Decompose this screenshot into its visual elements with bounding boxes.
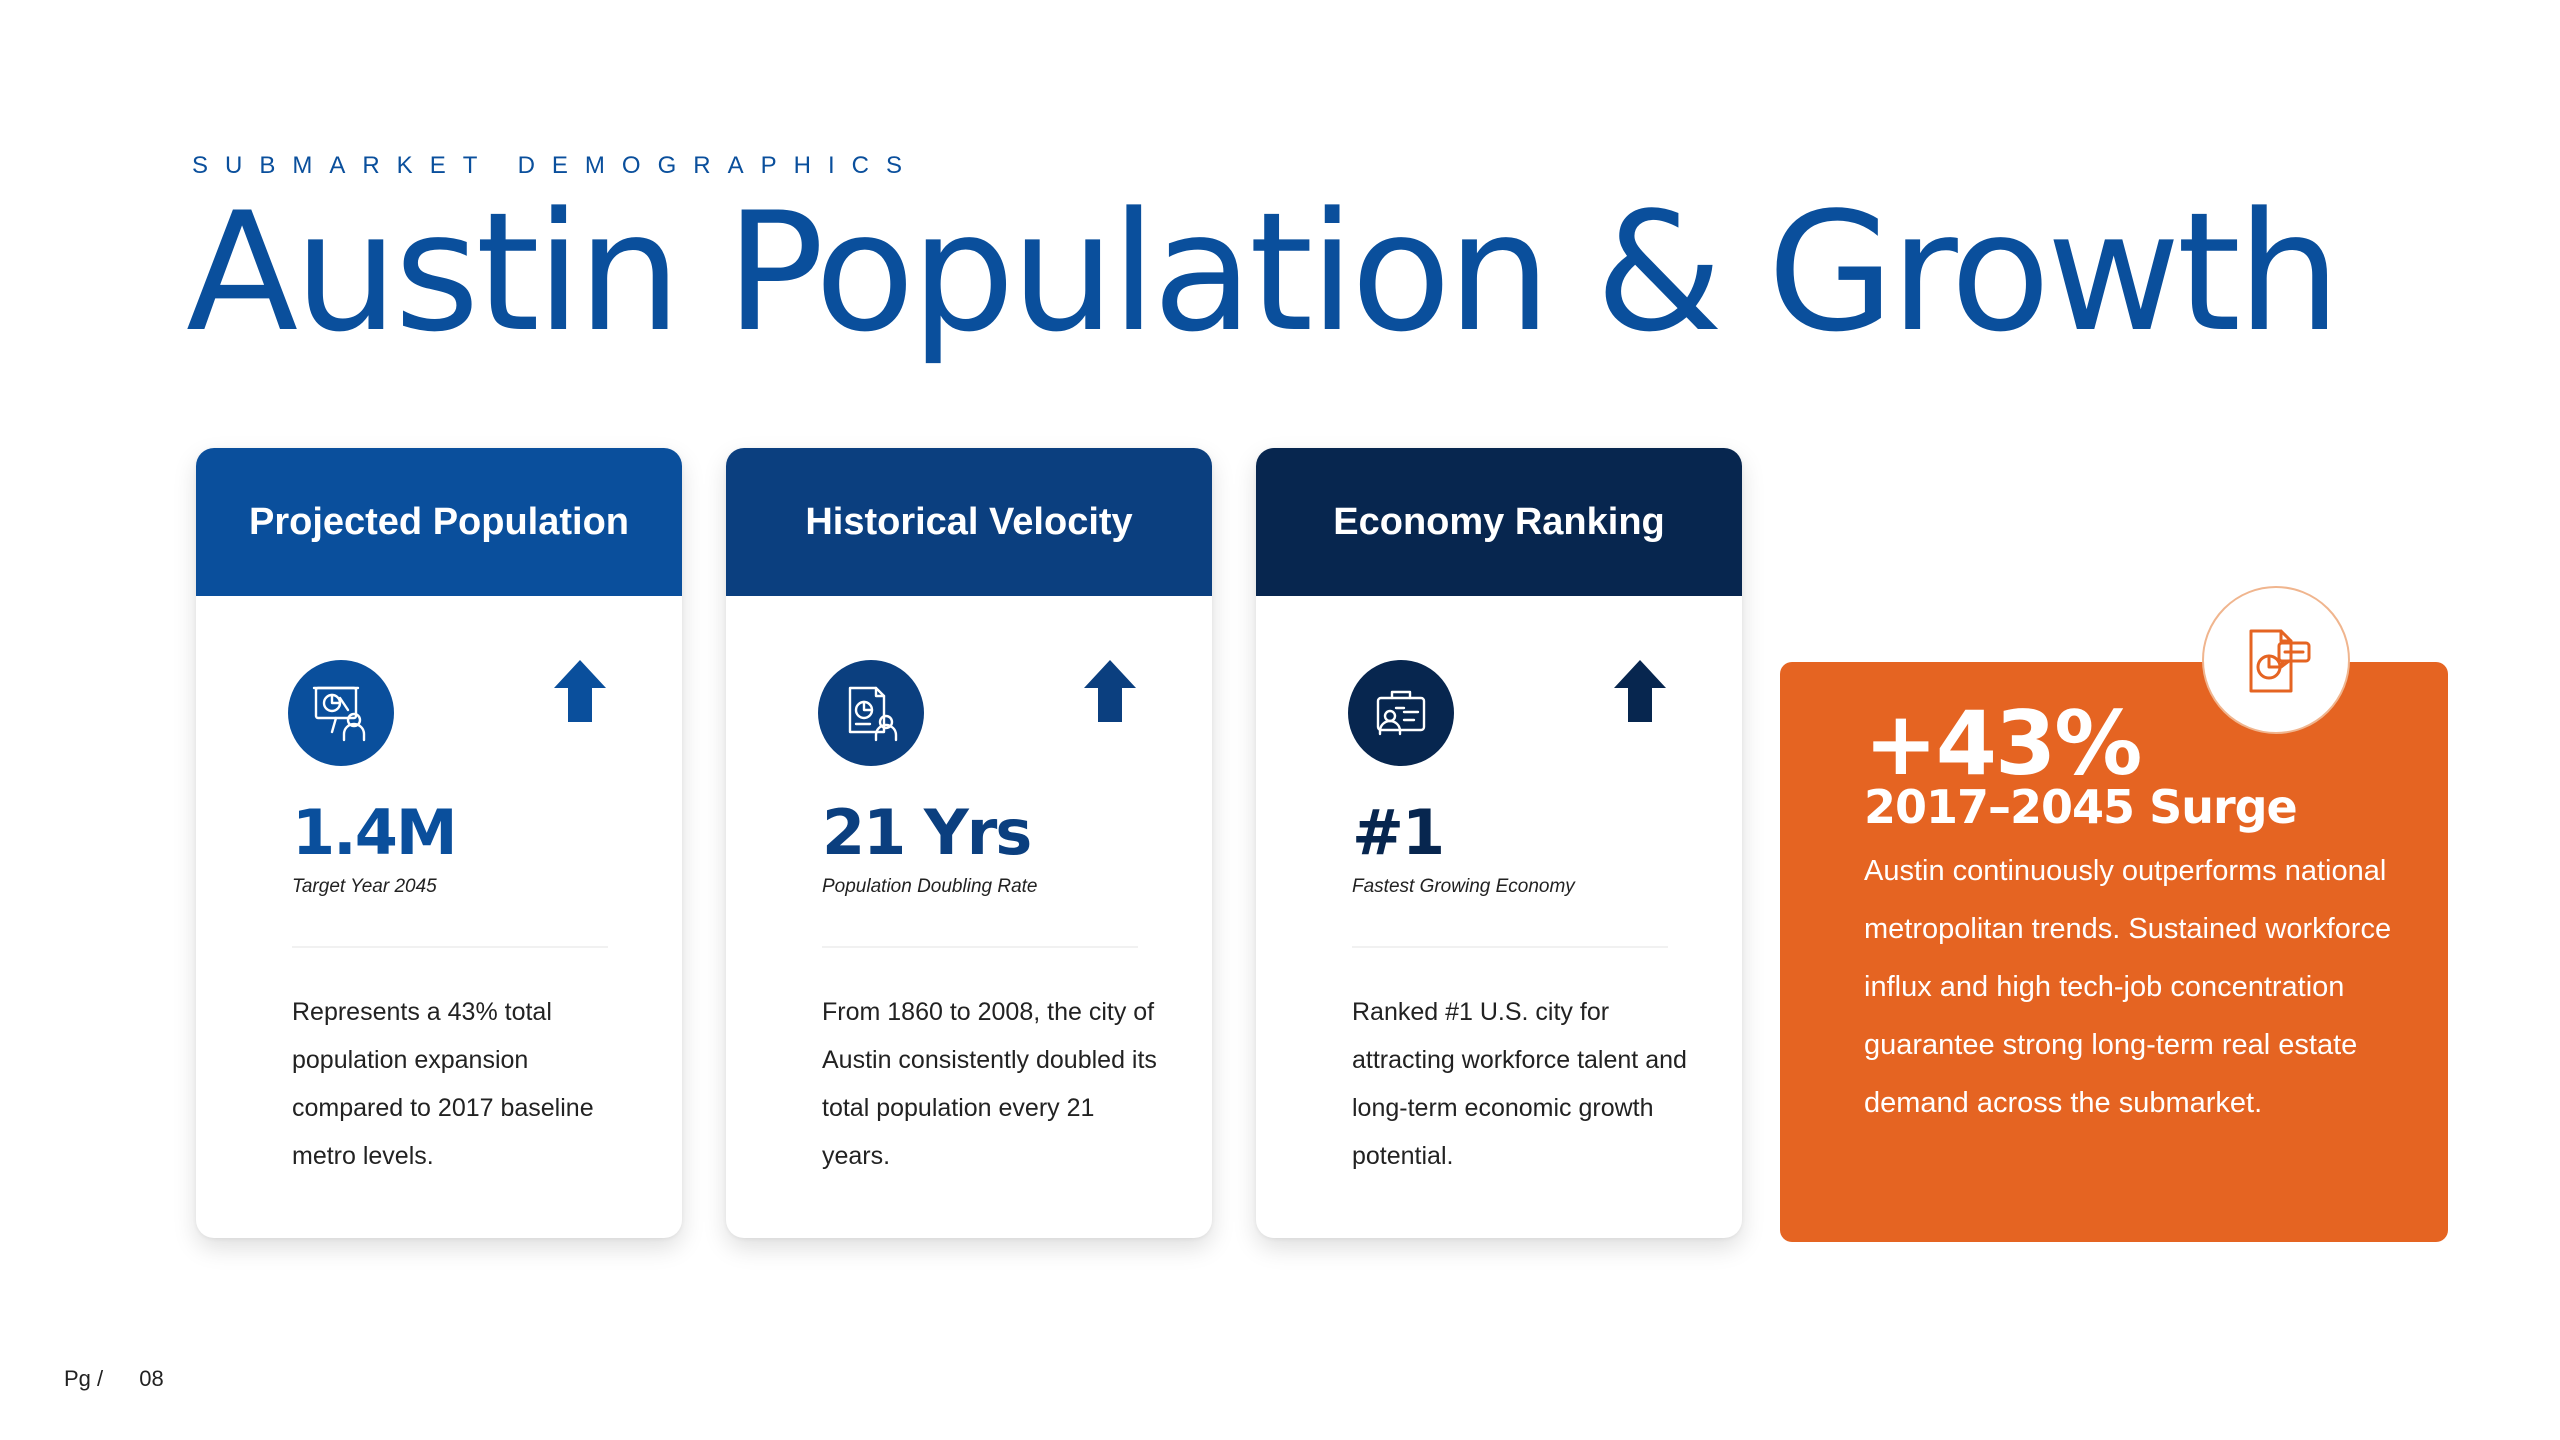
page-number: 08 xyxy=(139,1366,164,1391)
page-footer: Pg / 08 xyxy=(64,1366,164,1392)
card-description: From 1860 to 2008, the city of Austin co… xyxy=(822,998,1157,1170)
stat-value: 1.4M xyxy=(292,796,458,869)
card-historical-velocity: Historical Velocity 21 Yrs Population Do… xyxy=(726,448,1212,1238)
page-label: Pg / xyxy=(64,1366,104,1391)
divider xyxy=(822,946,1138,948)
stat-value: #1 xyxy=(1352,796,1445,869)
stat-label: Fastest Growing Economy xyxy=(1352,876,1575,897)
card-economy-ranking: Economy Ranking #1 Fastest Growing Econo… xyxy=(1256,448,1742,1238)
arrow-up-icon xyxy=(1614,660,1666,722)
highlight-subtitle: 2017–2045 Surge xyxy=(1864,780,2298,834)
stat-value: 21 Yrs xyxy=(822,796,1032,869)
card-header: Economy Ranking xyxy=(1256,448,1742,596)
stat-label: Target Year 2045 xyxy=(292,876,437,897)
divider xyxy=(292,946,608,948)
briefcase-team-icon xyxy=(1348,660,1454,766)
highlight-stat: +43% xyxy=(1864,692,2142,795)
section-eyebrow: SUBMARKET DEMOGRAPHICS xyxy=(192,152,919,179)
page-title: Austin Population & Growth xyxy=(186,177,2341,368)
card-description: Ranked #1 U.S. city for attracting workf… xyxy=(1352,998,1687,1170)
growth-highlight-panel: +43% 2017–2045 Surge Austin continuously… xyxy=(1780,662,2448,1242)
card-projected-population: Projected Population 1.4M Target Year 20… xyxy=(196,448,682,1238)
card-description: Represents a 43% total population expans… xyxy=(292,998,594,1170)
arrow-up-icon xyxy=(1084,660,1136,722)
highlight-description: Austin continuously outperforms national… xyxy=(1864,855,2392,1119)
document-chart-icon xyxy=(2202,586,2350,734)
stat-label: Population Doubling Rate xyxy=(822,876,1038,897)
arrow-up-icon xyxy=(554,660,606,722)
card-header: Historical Velocity xyxy=(726,448,1212,596)
card-header: Projected Population xyxy=(196,448,682,596)
presentation-chart-icon xyxy=(288,660,394,766)
report-analyst-icon xyxy=(818,660,924,766)
divider xyxy=(1352,946,1668,948)
